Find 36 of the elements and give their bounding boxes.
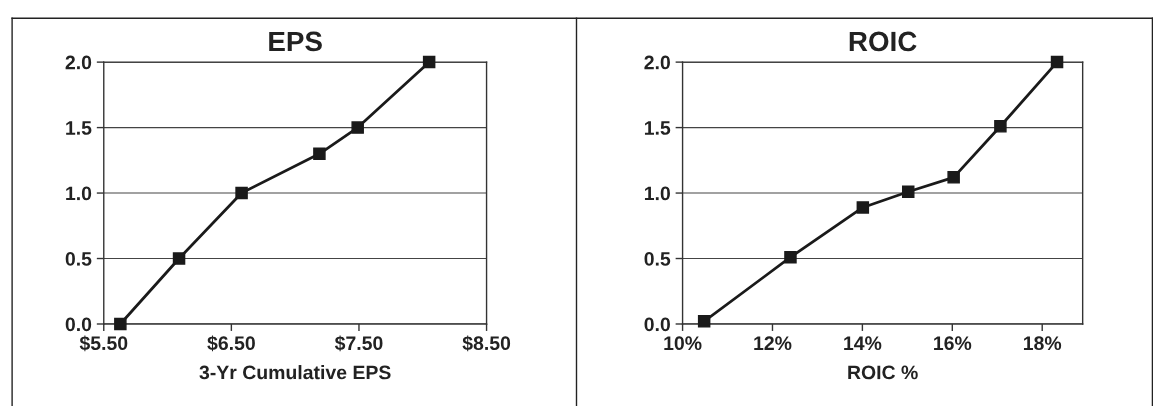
point — [235, 186, 248, 200]
y-tick-label: 0.0 — [65, 317, 92, 332]
point — [1050, 55, 1064, 69]
point — [422, 55, 436, 69]
point — [697, 315, 711, 328]
x-tick-label: 18% — [1023, 336, 1062, 351]
point — [114, 317, 127, 331]
y-tick-label: 1.5 — [66, 121, 92, 135]
x-axis-title: 3-Yr Cumulative EPS — [199, 365, 391, 380]
y-tick-label: 0.5 — [65, 251, 92, 266]
point — [784, 250, 797, 264]
x-tick-label: $8.50 — [462, 335, 511, 352]
y-tick-label: 2.0 — [65, 55, 92, 70]
y-tick-label: 0.0 — [644, 317, 670, 332]
point — [313, 147, 326, 161]
y-tick-label: 2.0 — [644, 55, 670, 70]
point — [351, 121, 364, 134]
point — [901, 185, 915, 198]
y-tick-label: 1.0 — [66, 186, 92, 201]
x-tick-label: 12% — [754, 336, 792, 351]
x-tick-label: $5.50 — [79, 335, 128, 352]
x-tick-label: 16% — [934, 336, 972, 351]
x-axis-title: ROIC % — [848, 365, 918, 380]
x-tick-label: 14% — [844, 336, 882, 351]
point — [947, 171, 960, 184]
y-tick-label: 1.5 — [644, 121, 671, 135]
chart-title: EPS — [269, 31, 322, 52]
x-tick-label: 10% — [664, 336, 702, 351]
point — [172, 252, 186, 265]
x-tick-label: $6.50 — [207, 335, 255, 352]
y-tick-label: 1.0 — [644, 186, 670, 201]
x-tick-label: $7.50 — [334, 335, 383, 352]
chart-title: ROIC — [849, 31, 917, 52]
point — [994, 120, 1007, 133]
point — [856, 201, 870, 214]
y-tick-label: 0.5 — [644, 251, 671, 266]
